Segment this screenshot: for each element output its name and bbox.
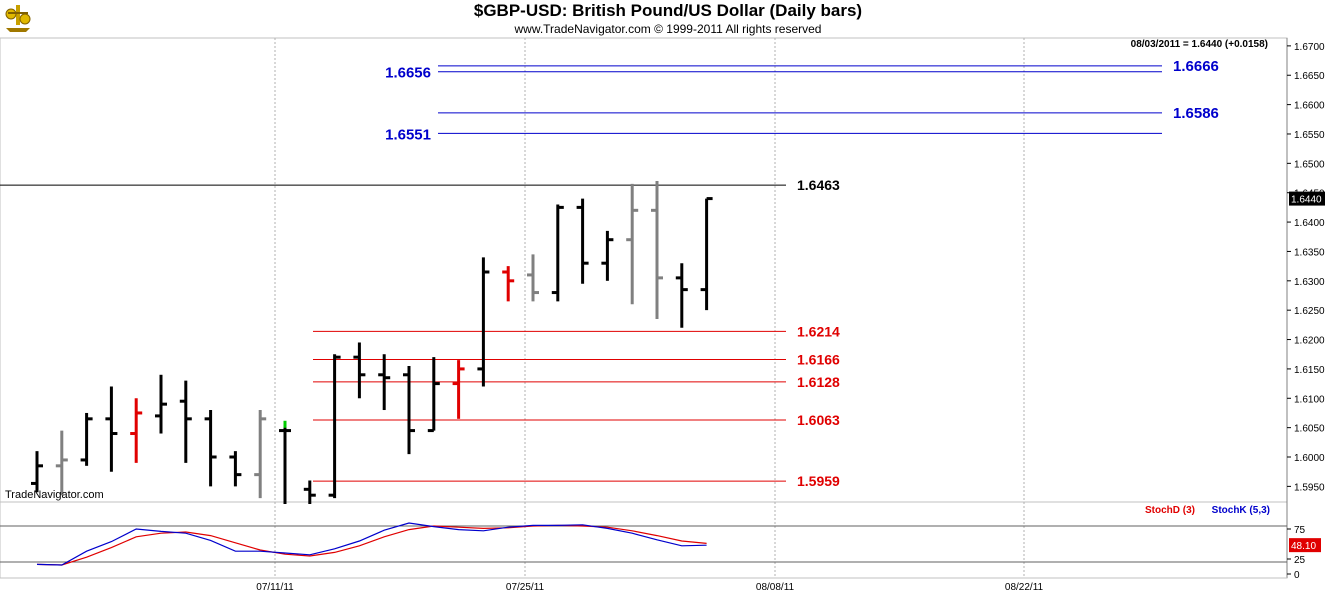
stochastic-value-label: 48.10 bbox=[1291, 541, 1316, 552]
ohlc-bar bbox=[130, 398, 143, 463]
ohlc-bar bbox=[452, 360, 465, 419]
stochastic-tick-label: 25 bbox=[1294, 555, 1306, 566]
ohlc-bar bbox=[675, 263, 688, 328]
y-tick-label: 1.6450 bbox=[1294, 189, 1325, 200]
level-label: 1.6463 bbox=[797, 177, 840, 193]
ohlc-bar bbox=[651, 180, 663, 319]
y-tick-label: 1.6350 bbox=[1294, 247, 1325, 258]
stoch-k-line bbox=[36, 522, 707, 566]
ohlc-bar bbox=[303, 480, 316, 504]
y-tick-label: 1.6550 bbox=[1294, 130, 1325, 141]
last-price-label: 1.6440 bbox=[1291, 195, 1322, 206]
y-tick-label: 1.6700 bbox=[1294, 42, 1325, 53]
y-tick-label: 1.6000 bbox=[1294, 453, 1325, 464]
x-tick-label: 07/25/11 bbox=[506, 582, 545, 593]
ohlc-bar bbox=[551, 204, 564, 302]
ohlc-bar bbox=[179, 380, 192, 463]
x-tick-label: 08/22/11 bbox=[1005, 582, 1044, 593]
y-tick-label: 1.6250 bbox=[1294, 306, 1325, 317]
y-tick-label: 1.6150 bbox=[1294, 365, 1325, 376]
y-tick-label: 1.6650 bbox=[1294, 71, 1325, 82]
ohlc-bar bbox=[229, 451, 242, 487]
y-tick-label: 1.6200 bbox=[1294, 336, 1325, 347]
ohlc-bar bbox=[155, 374, 167, 434]
level-label: 1.6214 bbox=[797, 323, 840, 339]
ohlc-bar bbox=[626, 183, 639, 305]
y-tick-label: 1.6100 bbox=[1294, 394, 1325, 405]
legend-stoch-k: StochK (5,3) bbox=[1212, 505, 1270, 516]
x-tick-label: 08/08/11 bbox=[756, 582, 795, 593]
ohlc-bar bbox=[31, 451, 43, 493]
level-label: 1.5959 bbox=[797, 473, 840, 489]
y-tick-label: 1.6400 bbox=[1294, 218, 1325, 229]
ohlc-bar bbox=[328, 354, 341, 499]
y-tick-label: 1.6300 bbox=[1294, 277, 1325, 288]
last-price-tag bbox=[1289, 191, 1325, 206]
ohlc-bar bbox=[204, 410, 217, 487]
stochastic-value-tag bbox=[1289, 538, 1321, 553]
ohlc-bar bbox=[601, 230, 614, 281]
chart-title: $GBP-USD: British Pound/US Dollar (Daily… bbox=[473, 1, 863, 20]
x-tick-label: 07/11/11 bbox=[256, 582, 294, 593]
ohlc-bar bbox=[55, 430, 68, 496]
ohlc-bar bbox=[427, 357, 440, 433]
quote-line: 08/03/2011 = 1.6440 (+0.0158) bbox=[1131, 39, 1268, 50]
legend-stoch-d: StochD (3) bbox=[1145, 505, 1195, 516]
ohlc-bar bbox=[477, 257, 490, 387]
ohlc-bar bbox=[80, 412, 93, 466]
ohlc-bar bbox=[527, 254, 539, 302]
ohlc-bar bbox=[378, 354, 391, 411]
y-tick-label: 1.6050 bbox=[1294, 424, 1325, 435]
ohlc-bar bbox=[279, 420, 291, 504]
level-label: 1.6128 bbox=[797, 374, 840, 390]
ohlc-bar bbox=[105, 386, 118, 472]
y-tick-label: 1.6600 bbox=[1294, 101, 1325, 112]
y-tick-label: 1.5950 bbox=[1294, 482, 1325, 493]
ohlc-bar bbox=[254, 410, 267, 499]
trade-navigator-logo-icon bbox=[5, 5, 31, 32]
chart-subtitle: www.TradeNavigator.com © 1999-2011 All r… bbox=[514, 22, 822, 36]
ohlc-bar bbox=[700, 197, 713, 311]
ohlc-bar bbox=[403, 365, 415, 455]
stochastic-panel-frame bbox=[0, 501, 1288, 579]
ohlc-bar bbox=[502, 266, 515, 302]
level-label: 1.6666 bbox=[1173, 58, 1219, 75]
level-label: 1.6551 bbox=[385, 126, 431, 143]
ohlc-bar bbox=[353, 342, 366, 399]
level-label: 1.6656 bbox=[385, 65, 431, 82]
stochastic-tick-label: 75 bbox=[1294, 525, 1306, 536]
watermark-text: TradeNavigator.com bbox=[5, 489, 104, 501]
ohlc-bar bbox=[576, 198, 589, 284]
level-label: 1.6063 bbox=[797, 412, 840, 428]
chart-header: $GBP-USD: British Pound/US Dollar (Daily… bbox=[0, 0, 1336, 38]
level-label: 1.6166 bbox=[797, 352, 840, 368]
y-tick-label: 1.6500 bbox=[1294, 159, 1325, 170]
level-label: 1.6586 bbox=[1173, 105, 1219, 122]
stochastic-tick-label: 0 bbox=[1294, 570, 1300, 581]
price-panel-frame bbox=[0, 37, 1288, 503]
